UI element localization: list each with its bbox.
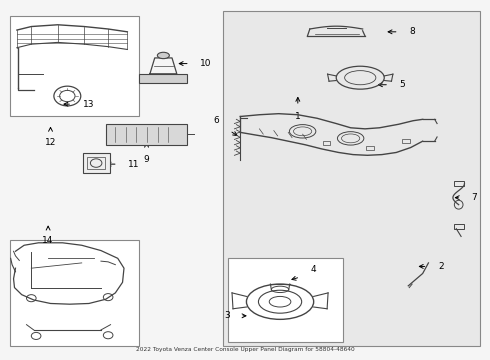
Bar (366, 146, 374, 150)
Bar (83, 153, 110, 173)
Text: 8: 8 (409, 27, 415, 36)
Text: 9: 9 (144, 154, 149, 163)
Text: 14: 14 (43, 237, 54, 246)
Text: 4: 4 (311, 265, 317, 274)
Text: 6: 6 (213, 116, 219, 125)
Text: 11: 11 (128, 159, 140, 168)
Bar (10, 16, 139, 117)
Text: 5: 5 (400, 80, 405, 89)
Text: 12: 12 (45, 138, 56, 147)
Text: 3: 3 (224, 311, 230, 320)
Bar (10, 240, 139, 346)
Ellipse shape (157, 52, 170, 59)
Bar (402, 139, 410, 143)
Bar (454, 181, 465, 186)
Bar (106, 124, 187, 145)
Text: 7: 7 (472, 193, 477, 202)
Bar (88, 157, 105, 170)
Bar (139, 74, 187, 83)
Text: 1: 1 (295, 112, 301, 121)
Bar (454, 224, 465, 229)
Text: 2022 Toyota Venza Center Console Upper Panel Diagram for 58804-48640: 2022 Toyota Venza Center Console Upper P… (136, 347, 354, 352)
Bar (228, 258, 343, 342)
Text: 2: 2 (438, 262, 443, 271)
Bar (223, 11, 480, 346)
Text: 10: 10 (200, 59, 212, 68)
Bar (323, 141, 330, 145)
Text: 13: 13 (83, 100, 94, 109)
